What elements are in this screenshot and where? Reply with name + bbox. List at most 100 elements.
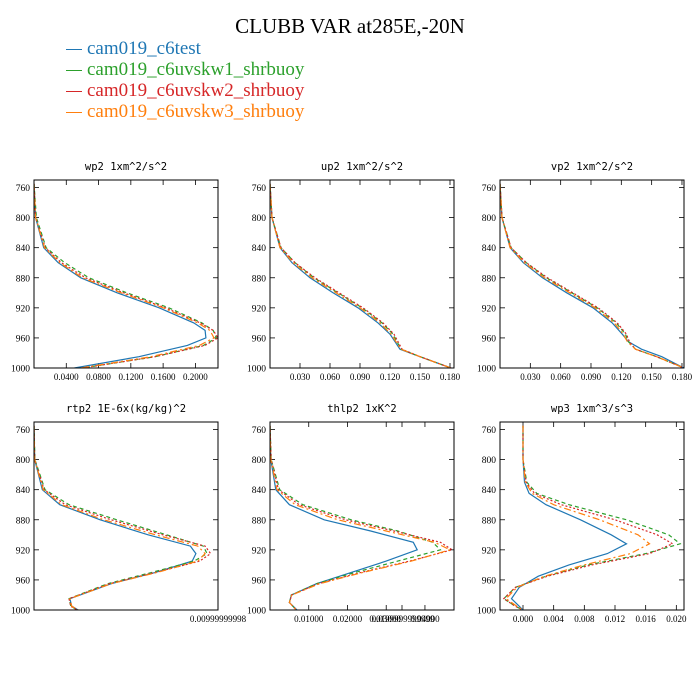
legend-entry: cam019_c6test [66,38,304,59]
y-tick-label: 840 [482,244,497,254]
y-tick-label: 760 [482,426,497,436]
x-tick-label: 0.2000 [183,372,208,382]
legend-swatch [66,112,82,114]
y-tick-label: 920 [482,304,497,314]
x-tick-label: 0.180 [440,372,461,382]
legend-swatch [66,70,82,72]
y-tick-label: 960 [482,334,497,344]
x-tick-label: 0.150 [642,372,663,382]
x-tick-label: 0.060 [320,372,341,382]
x-tick-label: 0.00999999998 [190,614,247,624]
y-tick-label: 960 [16,576,31,586]
x-tick-label: 0.020 [666,614,687,624]
y-tick-label: 880 [482,274,497,284]
x-tick-label: 0.090 [581,372,602,382]
series-line [34,425,206,610]
y-tick-label: 760 [252,184,267,194]
x-tick-label: 0.01000 [294,614,324,624]
y-tick-label: 880 [252,516,267,526]
plot-frame [269,421,455,611]
y-tick-label: 960 [252,576,267,586]
y-tick-label: 840 [16,486,31,496]
panel-title: up2 1xm^2/s^2 [321,161,403,173]
series-line [34,183,207,368]
legend-swatch [66,49,82,51]
series-line [34,183,215,368]
x-tick-label: 0.030 [290,372,311,382]
x-tick-label: 0.120 [611,372,632,382]
x-tick-label: 0.1200 [118,372,143,382]
y-tick-label: 960 [252,334,267,344]
legend-label: cam019_c6uvskw2_shrbuoy [87,80,305,101]
y-tick-label: 800 [482,456,497,466]
series-line [270,183,452,368]
x-tick-label: 0.008 [574,614,595,624]
panel-title: wp3 1xm^3/s^3 [551,403,633,415]
plot-frame [269,179,455,369]
y-tick-label: 1000 [477,607,496,617]
legend-label: cam019_c6test [87,38,201,59]
x-tick-label: 0.150 [410,372,431,382]
x-tick-label: 0.180 [672,372,693,382]
series-line [34,183,218,368]
y-tick-label: 800 [16,456,31,466]
y-tick-label: 920 [482,546,497,556]
y-tick-label: 880 [252,274,267,284]
panel-title: thlp2 1xK^2 [327,403,397,415]
x-tick-label: 0.02000 [333,614,363,624]
x-tick-label: 0.060 [551,372,572,382]
y-tick-label: 880 [16,516,31,526]
plot-frame [499,179,685,369]
x-tick-label: 0.012 [605,614,625,624]
y-tick-label: 1000 [11,365,30,375]
x-tick-label: 0.004 [544,614,565,624]
plot-frame [33,179,219,369]
y-tick-label: 920 [252,546,267,556]
series-line [500,183,684,368]
legend-entry: cam019_c6uvskw2_shrbuoy [66,80,304,101]
series-line [270,425,452,610]
x-tick-label: 0.0800 [86,372,111,382]
x-tick-label: 0.030 [520,372,541,382]
series-line [34,183,218,368]
x-tick-label: 0.0199999999999 [369,614,435,624]
x-tick-label: 0.03000 [372,614,402,624]
plot-frame [33,421,219,611]
series-line [500,183,684,368]
series-line [510,425,628,610]
y-tick-label: 840 [252,244,267,254]
series-line [270,425,454,610]
panel-title: rtp2 1E-6x(kg/kg)^2 [66,403,186,415]
series-line [34,425,208,610]
y-tick-label: 760 [16,184,31,194]
series-line [505,425,651,610]
x-tick-label: 0.04000 [410,614,440,624]
profile-panel: wp3 1xm^3/s^3 760 800 840 880 920 960 1000 0.000… [477,403,687,624]
profile-panel: vp2 1xm^2/s^2 760 800 840 880 920 960 1000 0.030… [477,161,693,382]
series-line [500,183,684,368]
series-line [34,425,212,610]
y-tick-label: 800 [252,456,267,466]
x-tick-label: 0.1600 [151,372,176,382]
y-tick-label: 1000 [11,607,30,617]
y-tick-label: 840 [482,486,497,496]
y-tick-label: 840 [252,486,267,496]
x-tick-label: 0.000 [513,614,534,624]
legend-label: cam019_c6uvskw3_shrbuoy [87,101,305,122]
series-line [270,425,442,610]
y-tick-label: 920 [16,304,31,314]
y-tick-label: 1000 [247,607,266,617]
y-tick-label: 920 [252,304,267,314]
profile-panel: thlp2 1xK^2 760 800 840 880 920 960 1000 0.01000… [247,403,455,624]
legend-swatch [66,91,82,93]
y-tick-label: 800 [16,214,31,224]
profile-panel: up2 1xm^2/s^2 760 800 840 880 920 960 1000 0.030… [247,161,461,382]
x-tick-label: 0.016 [636,614,657,624]
series-line [270,183,452,368]
series-line [502,425,674,610]
y-tick-label: 880 [16,274,31,284]
y-tick-label: 760 [252,426,267,436]
series-line [270,183,452,368]
y-tick-label: 880 [482,516,497,526]
